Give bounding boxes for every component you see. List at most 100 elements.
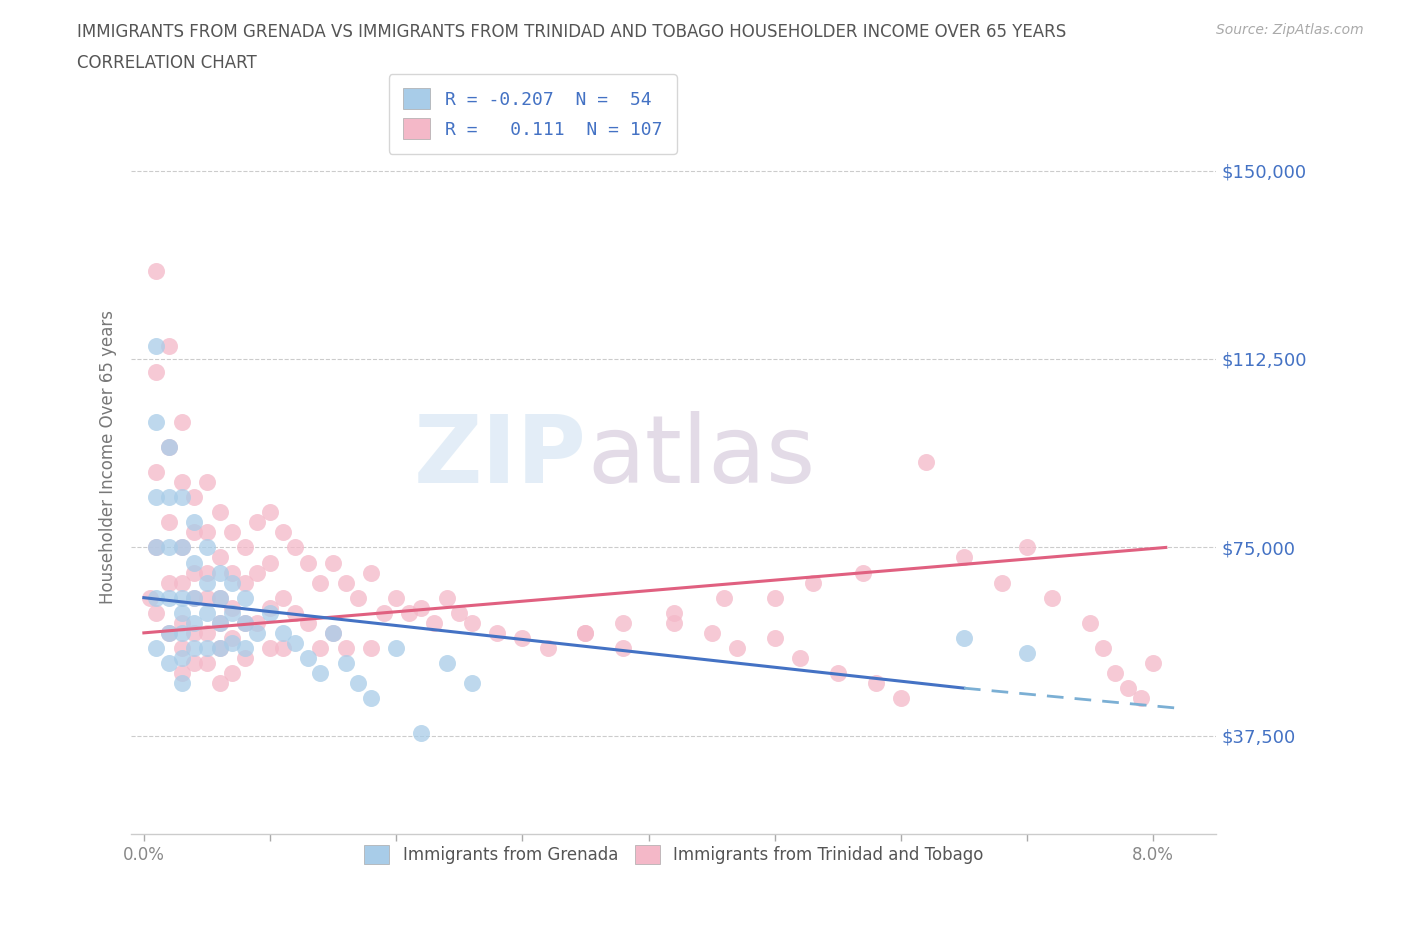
Point bbox=[145, 415, 167, 430]
Point bbox=[183, 565, 205, 580]
Point bbox=[170, 575, 193, 590]
Point bbox=[1078, 616, 1101, 631]
Point bbox=[827, 666, 849, 681]
Point bbox=[208, 591, 231, 605]
Point bbox=[297, 555, 319, 570]
Point bbox=[335, 641, 357, 656]
Point bbox=[271, 641, 294, 656]
Point bbox=[865, 676, 887, 691]
Point bbox=[763, 631, 786, 645]
Point bbox=[309, 575, 332, 590]
Point bbox=[271, 591, 294, 605]
Point bbox=[195, 474, 218, 489]
Point bbox=[284, 605, 307, 620]
Point bbox=[1129, 691, 1152, 706]
Point bbox=[145, 365, 167, 379]
Point bbox=[208, 591, 231, 605]
Point bbox=[335, 575, 357, 590]
Point bbox=[233, 616, 256, 631]
Point bbox=[221, 565, 243, 580]
Point bbox=[297, 616, 319, 631]
Point bbox=[157, 440, 180, 455]
Text: IMMIGRANTS FROM GRENADA VS IMMIGRANTS FROM TRINIDAD AND TOBAGO HOUSEHOLDER INCOM: IMMIGRANTS FROM GRENADA VS IMMIGRANTS FR… bbox=[77, 23, 1067, 41]
Point bbox=[801, 575, 824, 590]
Point bbox=[297, 651, 319, 666]
Point bbox=[145, 540, 167, 555]
Point bbox=[461, 616, 484, 631]
Point bbox=[208, 565, 231, 580]
Point bbox=[195, 605, 218, 620]
Point bbox=[700, 625, 723, 640]
Point bbox=[574, 625, 596, 640]
Point bbox=[662, 616, 685, 631]
Point bbox=[347, 591, 370, 605]
Point bbox=[157, 625, 180, 640]
Point bbox=[139, 591, 162, 605]
Point bbox=[170, 666, 193, 681]
Point bbox=[183, 591, 205, 605]
Point bbox=[145, 339, 167, 354]
Point bbox=[246, 616, 269, 631]
Point bbox=[449, 605, 471, 620]
Point bbox=[1015, 645, 1038, 660]
Point bbox=[233, 591, 256, 605]
Point bbox=[322, 555, 344, 570]
Point bbox=[208, 616, 231, 631]
Point bbox=[145, 465, 167, 480]
Point bbox=[195, 591, 218, 605]
Point bbox=[195, 575, 218, 590]
Point bbox=[221, 605, 243, 620]
Point bbox=[170, 651, 193, 666]
Text: ZIP: ZIP bbox=[415, 411, 586, 503]
Point bbox=[246, 625, 269, 640]
Point bbox=[233, 540, 256, 555]
Point bbox=[373, 605, 395, 620]
Point bbox=[157, 575, 180, 590]
Point bbox=[322, 625, 344, 640]
Text: atlas: atlas bbox=[586, 411, 815, 503]
Point bbox=[157, 656, 180, 671]
Point bbox=[991, 575, 1014, 590]
Point bbox=[183, 616, 205, 631]
Point bbox=[145, 605, 167, 620]
Point bbox=[195, 641, 218, 656]
Point bbox=[221, 631, 243, 645]
Point bbox=[385, 591, 408, 605]
Point bbox=[1104, 666, 1126, 681]
Point bbox=[170, 641, 193, 656]
Point bbox=[157, 490, 180, 505]
Point bbox=[612, 616, 634, 631]
Point bbox=[221, 635, 243, 650]
Point bbox=[271, 525, 294, 539]
Point bbox=[259, 600, 281, 615]
Point bbox=[309, 666, 332, 681]
Point bbox=[1040, 591, 1063, 605]
Point bbox=[157, 540, 180, 555]
Point bbox=[157, 591, 180, 605]
Point bbox=[208, 676, 231, 691]
Point bbox=[259, 505, 281, 520]
Point bbox=[259, 641, 281, 656]
Point bbox=[271, 625, 294, 640]
Point bbox=[233, 616, 256, 631]
Point bbox=[233, 651, 256, 666]
Point bbox=[170, 490, 193, 505]
Point bbox=[486, 625, 509, 640]
Point bbox=[221, 525, 243, 539]
Point bbox=[953, 631, 976, 645]
Point bbox=[322, 625, 344, 640]
Point bbox=[852, 565, 875, 580]
Point bbox=[360, 565, 382, 580]
Y-axis label: Householder Income Over 65 years: Householder Income Over 65 years bbox=[100, 310, 117, 604]
Point bbox=[1015, 540, 1038, 555]
Point bbox=[170, 676, 193, 691]
Point bbox=[436, 656, 458, 671]
Point bbox=[157, 625, 180, 640]
Point bbox=[411, 600, 433, 615]
Point bbox=[170, 474, 193, 489]
Point bbox=[662, 605, 685, 620]
Point bbox=[208, 616, 231, 631]
Point bbox=[145, 490, 167, 505]
Point bbox=[423, 616, 446, 631]
Point bbox=[890, 691, 912, 706]
